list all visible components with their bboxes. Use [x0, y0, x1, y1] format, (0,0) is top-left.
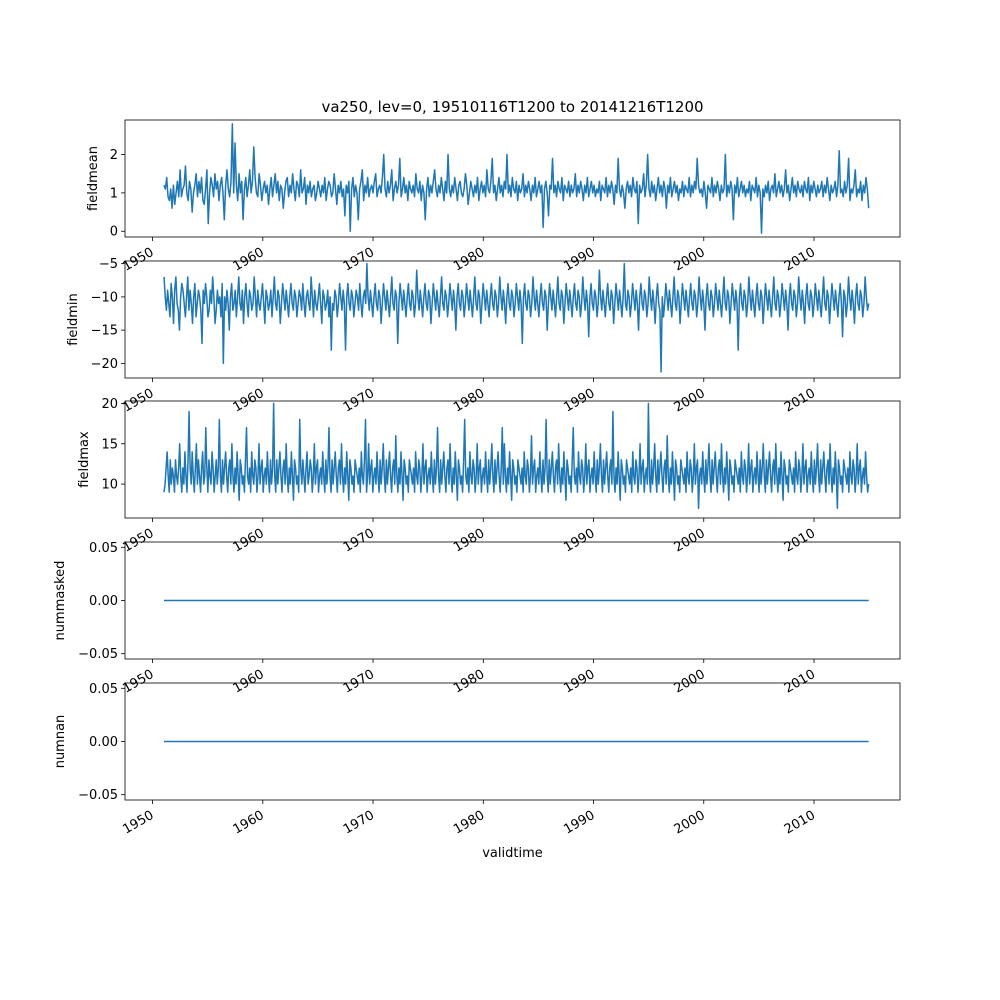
y-tick-label: 0.00 [89, 594, 118, 609]
y-tick-label: 0.00 [89, 735, 118, 750]
axes-frame-fieldmean [124, 119, 901, 238]
y-tick-label: −5 [99, 257, 118, 272]
series-line-fieldmean [163, 123, 870, 234]
y-axis-label-fieldmax: fieldmax [77, 431, 92, 488]
y-tick-label: 0.05 [89, 682, 118, 697]
y-axis-label-numnan: numnan [53, 715, 68, 769]
axes-frame-fieldmin [124, 260, 901, 379]
y-tick-label: 10 [101, 478, 118, 493]
y-tick-label: 2 [110, 148, 118, 163]
series-line-fieldmax [163, 402, 870, 510]
y-axis-label-nummasked: nummasked [53, 561, 68, 641]
y-tick-label: 20 [101, 397, 118, 412]
y-tick-label: 0 [110, 225, 118, 240]
series-line-fieldmin [163, 262, 870, 373]
y-tick-label: −0.05 [78, 647, 118, 662]
axes-frame-fieldmax [124, 400, 901, 519]
y-axis-label-fieldmin: fieldmin [66, 293, 81, 346]
x-axis-label: validtime [482, 846, 543, 861]
y-tick-label: −10 [91, 290, 118, 305]
y-tick-label: 0.05 [89, 541, 118, 556]
y-tick-label: 15 [101, 437, 118, 452]
figure-title: va250, lev=0, 19510116T1200 to 20141216T… [321, 98, 703, 116]
y-tick-label: −20 [91, 357, 118, 372]
y-tick-label: 1 [110, 186, 118, 201]
y-axis-label-fieldmean: fieldmean [86, 146, 101, 211]
y-tick-label: −0.05 [78, 788, 118, 803]
y-tick-label: −15 [91, 324, 118, 339]
